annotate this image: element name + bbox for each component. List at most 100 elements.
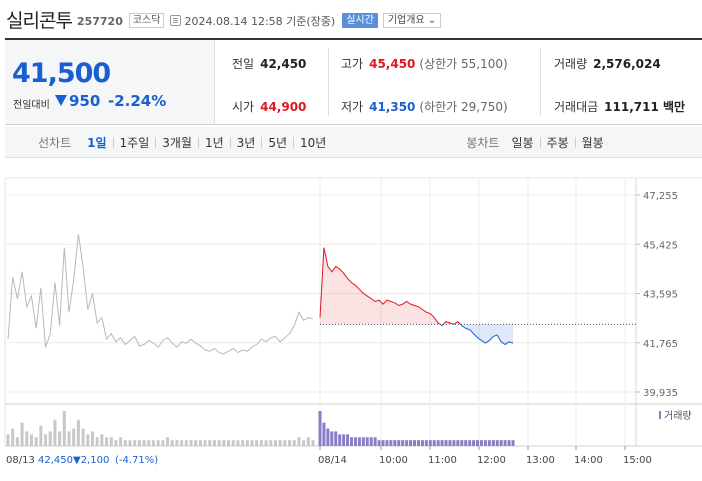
volume-bar-prev xyxy=(222,440,226,446)
volume-bars xyxy=(6,411,515,446)
volume-bar-today xyxy=(432,440,436,446)
volume-bar-prev xyxy=(231,440,235,446)
volume-bar-today xyxy=(428,440,432,446)
volume-bar-prev xyxy=(62,411,66,446)
volume-bar-prev xyxy=(119,437,123,446)
volume-bar-today xyxy=(491,440,495,446)
volume-bar-today xyxy=(342,434,346,446)
volume-bar-today xyxy=(326,428,330,446)
candle-chart-label: 봉차트 xyxy=(466,135,500,150)
prev-day-line xyxy=(7,234,314,355)
volume-bar-prev xyxy=(278,440,282,446)
price-summary: 41,500 전일대비 950 -2.24% 전일 42,450 시가 44,900… xyxy=(5,38,702,125)
volume-bar-prev xyxy=(39,425,43,446)
volume-bar-prev xyxy=(288,440,292,446)
period-3y[interactable]: 3년 xyxy=(236,135,256,150)
volume-bar-today xyxy=(401,440,405,446)
volume-bar-today xyxy=(424,440,428,446)
divider xyxy=(197,136,199,148)
calendar-icon xyxy=(170,15,182,26)
chart-footer: 거래량 08/13 42,450 ▼2,100 (-4.71%) xyxy=(6,410,692,466)
realtime-button[interactable]: 실시간 xyxy=(342,13,378,28)
period-10y[interactable]: 10년 xyxy=(300,135,327,150)
volume-bar-today xyxy=(472,440,476,446)
low-cell: 저가 41,350 (하한가 29,750) xyxy=(341,98,508,115)
volume-bar-today xyxy=(373,437,377,446)
volume-bar-prev xyxy=(142,440,146,446)
line-chart-label: 선차트 xyxy=(38,135,72,150)
y-tick-label: 39,935 xyxy=(643,388,678,399)
y-tick-label: 41,765 xyxy=(643,339,678,350)
volume-bar-today xyxy=(460,440,464,446)
volume-bar-prev xyxy=(86,434,90,446)
divider xyxy=(112,136,114,148)
period-1d[interactable]: 1일 xyxy=(87,135,107,150)
candle-weekly[interactable]: 주봉 xyxy=(546,135,569,150)
current-price: 41,500 xyxy=(12,58,111,89)
prev-close-cell: 전일 42,450 xyxy=(232,55,306,72)
x-tick-label: 14:00 xyxy=(574,455,603,466)
open-value: 44,900 xyxy=(260,100,307,114)
chart-ticks: 47,255 45,425 43,595 41,765 39,935 08/14 10:00… xyxy=(318,191,678,466)
volume-bar-today xyxy=(350,437,354,446)
prev-close-value: 42,450 xyxy=(260,57,307,71)
price-grid: 전일 42,450 시가 44,900 고가 45,450 (상한가 55,100) 저… xyxy=(215,40,702,124)
period-3m[interactable]: 3개월 xyxy=(162,135,192,150)
volume-legend-swatch xyxy=(659,411,661,419)
candle-daily[interactable]: 일봉 xyxy=(511,135,534,150)
volume-bar-prev xyxy=(269,440,273,446)
volume-bar-prev xyxy=(151,440,155,446)
volume-bar-prev xyxy=(255,440,259,446)
volume-bar-prev xyxy=(6,434,10,446)
volume-bar-today xyxy=(416,440,420,446)
period-1y[interactable]: 1년 xyxy=(204,135,224,150)
down-arrow-icon xyxy=(55,95,67,106)
price-chart[interactable]: 47,255 45,425 43,595 41,765 39,935 08/14 10:00… xyxy=(0,158,702,481)
today-up-line xyxy=(319,247,462,325)
prev-date-label: 08/13 xyxy=(6,455,35,466)
prev-rate-label: (-4.71%) xyxy=(115,455,158,466)
volume-bar-today xyxy=(346,434,350,446)
volume-bar-today xyxy=(405,440,409,446)
volume-bar-prev xyxy=(95,437,99,446)
volume-bar-prev xyxy=(180,440,184,446)
y-tick-label: 43,595 xyxy=(643,290,678,301)
divider xyxy=(155,136,157,148)
volume-bar-prev xyxy=(81,428,85,446)
upper-limit: (상한가 55,100) xyxy=(419,57,508,71)
prev-close-label: 전일 xyxy=(232,57,255,71)
volume-bar-prev xyxy=(198,440,202,446)
volume-bar-prev xyxy=(48,431,52,446)
low-value: 41,350 xyxy=(369,100,416,114)
volume-bar-prev xyxy=(58,431,62,446)
divider xyxy=(574,136,576,148)
volume-bar-prev xyxy=(53,419,57,446)
volume-bar-prev xyxy=(306,437,310,446)
volume-bar-prev xyxy=(44,434,48,446)
period-1w[interactable]: 1주일 xyxy=(119,135,150,150)
volume-bar-prev xyxy=(227,440,231,446)
chart-grid xyxy=(4,177,702,450)
volume-bar-today xyxy=(365,437,369,446)
volume-bar-today xyxy=(389,440,393,446)
volume-bar-prev xyxy=(100,434,104,446)
volume-bar-prev xyxy=(105,437,109,446)
volume-bar-prev xyxy=(250,440,254,446)
volume-bar-today xyxy=(385,440,389,446)
volume-bar-today xyxy=(318,411,322,446)
low-label: 저가 xyxy=(341,100,364,114)
x-tick-label: 10:00 xyxy=(379,455,408,466)
volume-cell: 거래량 2,576,024 xyxy=(554,55,661,72)
datetime-text: 2024.08.14 12:58 기준(장중) xyxy=(184,14,336,28)
prev-close-label: 42,450 xyxy=(38,455,73,466)
volume-bar-today xyxy=(361,437,365,446)
volume-bar-prev xyxy=(241,440,245,446)
volume-bar-today xyxy=(468,440,472,446)
divider xyxy=(261,136,263,148)
volume-bar-prev xyxy=(194,440,198,446)
period-5y[interactable]: 5년 xyxy=(268,135,288,150)
volume-bar-prev xyxy=(273,440,277,446)
candle-monthly[interactable]: 월봉 xyxy=(581,135,604,150)
company-info-dropdown[interactable]: 기업개요 ⌄ xyxy=(382,13,442,28)
volume-bar-prev xyxy=(147,440,151,446)
